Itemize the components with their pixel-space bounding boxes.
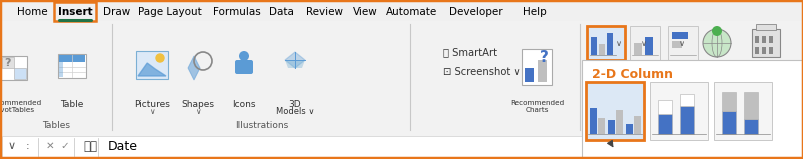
Text: ∨: ∨ [615,38,622,48]
Text: View: View [353,7,377,17]
Bar [657,114,671,134]
Bar [136,51,168,79]
Text: Icons: Icons [232,100,255,109]
Text: Pictures: Pictures [134,100,169,109]
Text: Automate: Automate [386,7,437,17]
Polygon shape [138,63,165,76]
Bar [54,2,96,21]
Text: Data: Data [268,7,293,17]
Text: ✕: ✕ [46,141,55,151]
Bar [671,41,681,48]
Bar [590,37,597,55]
Circle shape [238,51,249,61]
Text: Formulas: Formulas [213,7,260,17]
Bar [58,54,86,78]
Bar [521,49,552,85]
Bar [743,119,757,134]
Bar [751,29,779,57]
Text: ∨: ∨ [678,38,684,48]
Bar [754,47,758,54]
Bar [597,118,604,134]
Text: Illustrations: Illustrations [235,121,288,131]
Text: Page Layout: Page Layout [138,7,202,17]
Text: ∨: ∨ [195,107,201,116]
Bar [581,60,801,158]
Bar [586,26,624,60]
Text: ✓: ✓ [60,141,69,151]
Text: Tables: Tables [42,121,70,131]
Text: Home: Home [17,7,47,17]
Text: ?: ? [4,58,10,68]
Bar [1,56,27,80]
Bar [598,44,604,55]
Bar [754,36,758,43]
Bar [524,68,533,82]
Circle shape [156,54,164,62]
Text: 3D: 3D [288,100,301,109]
Bar [644,37,652,55]
Bar [634,116,640,134]
Bar [589,108,597,134]
Text: 🗊 SmartArt: 🗊 SmartArt [442,47,496,57]
Text: Shapes: Shapes [181,100,214,109]
Bar [585,63,803,159]
Bar [667,26,697,60]
Bar [657,100,671,114]
Text: Date: Date [108,139,138,152]
Bar [649,82,707,140]
Bar [755,24,775,30]
Bar [634,43,642,55]
Text: Insert: Insert [58,7,92,17]
Bar [630,26,659,60]
Bar [679,106,693,134]
Bar [2,2,801,22]
Bar [743,92,757,119]
Text: Recommended
Charts: Recommended Charts [509,100,564,114]
Bar [585,82,643,140]
Bar [2,136,801,157]
Bar [721,92,735,111]
Text: ∨: ∨ [640,38,646,48]
Bar [14,68,26,79]
Bar [615,110,622,134]
Polygon shape [284,60,304,68]
FancyBboxPatch shape [234,60,253,74]
Bar [679,94,693,106]
Text: Review: Review [306,7,343,17]
Bar [713,82,771,140]
Bar [768,47,772,54]
Circle shape [711,26,721,36]
Bar [59,62,63,77]
Text: 𝑓𝑥: 𝑓𝑥 [83,139,97,152]
Bar [721,111,735,134]
Polygon shape [284,52,304,68]
Bar [59,55,85,62]
Text: Draw: Draw [104,7,130,17]
Bar [607,120,614,134]
Text: Recommended
PivotTables: Recommended PivotTables [0,100,41,114]
Bar [761,36,765,43]
Bar [2,57,14,68]
Text: ∨: ∨ [149,107,155,116]
Polygon shape [188,56,200,80]
Text: Help: Help [523,7,546,17]
Text: Models ∨: Models ∨ [275,107,314,116]
Text: 2-D Column: 2-D Column [591,68,672,80]
Bar [626,124,632,134]
Bar [761,47,765,54]
Bar [2,21,801,134]
Text: :: : [26,141,30,151]
Text: ?: ? [540,51,548,66]
Bar [768,36,772,43]
Text: Developer: Developer [449,7,502,17]
Bar [606,33,612,55]
Text: ⊡ Screenshot ∨: ⊡ Screenshot ∨ [442,67,520,77]
Text: ∨: ∨ [8,141,16,151]
Text: Table: Table [60,100,84,109]
Bar [537,60,546,82]
Bar [671,32,687,39]
Circle shape [702,29,730,57]
